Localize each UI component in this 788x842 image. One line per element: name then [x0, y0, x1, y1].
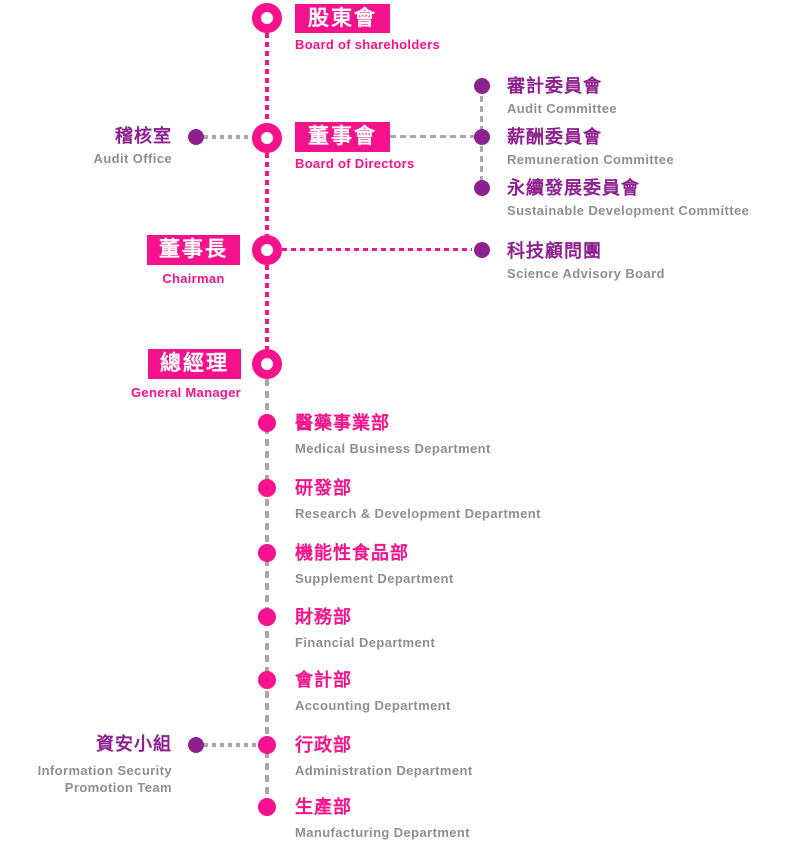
label-chairman-en: Chairman — [162, 271, 225, 286]
dot-administration-department — [258, 736, 276, 754]
donut-general-manager — [252, 349, 282, 379]
label-board-of-directors-en: Board of Directors — [295, 156, 415, 171]
remuneration-committee-zh: 薪酬委員會 — [507, 127, 602, 147]
infosec-en-line2: Promotion Team — [64, 780, 172, 795]
node-medical-department: 醫藥事業部 Medical Business Department — [295, 414, 491, 457]
medical-en: Medical Business Department — [295, 441, 491, 456]
audit-office-en: Audit Office — [93, 151, 172, 166]
node-accounting-department: 會計部 Accounting Department — [295, 671, 451, 714]
node-supplement-department: 機能性食品部 Supplement Department — [295, 544, 454, 587]
audit-committee-en: Audit Committee — [507, 101, 617, 116]
dot-rd-department — [258, 479, 276, 497]
rd-en: Research & Development Department — [295, 506, 541, 521]
node-audit-committee: 審計委員會 Audit Committee — [507, 77, 617, 117]
node-administration-department: 行政部 Administration Department — [295, 736, 473, 779]
dot-accounting-department — [258, 671, 276, 689]
infosec-zh: 資安小組 — [96, 734, 172, 754]
node-infosec-team: 資安小組 Information Security Promotion Team — [0, 735, 172, 796]
dot-manufacturing-department — [258, 798, 276, 816]
infosec-en-line1: Information Security — [37, 763, 172, 778]
administration-zh: 行政部 — [295, 735, 352, 755]
node-remuneration-committee: 薪酬委員會 Remuneration Committee — [507, 128, 674, 168]
accounting-en: Accounting Department — [295, 698, 451, 713]
financial-zh: 財務部 — [295, 607, 352, 627]
node-sustainability-committee: 永續發展委員會 Sustainable Development Committe… — [507, 179, 749, 219]
supplement-en: Supplement Department — [295, 571, 454, 586]
science-advisory-zh: 科技顧問團 — [507, 241, 602, 261]
connector-directors-committees — [390, 135, 474, 138]
label-board-of-shareholders-en: Board of shareholders — [295, 37, 440, 52]
node-board-of-shareholders: 股東會 — [295, 4, 390, 33]
connector-directors-chairman — [265, 153, 269, 235]
dot-remuneration-committee — [474, 129, 490, 145]
rd-zh: 研發部 — [295, 478, 352, 498]
administration-en: Administration Department — [295, 763, 473, 778]
dot-audit-office — [188, 129, 204, 145]
dot-financial-department — [258, 608, 276, 626]
manufacturing-zh: 生產部 — [295, 797, 352, 817]
accounting-zh: 會計部 — [295, 670, 352, 690]
remuneration-committee-en: Remuneration Committee — [507, 152, 674, 167]
audit-committee-zh: 審計委員會 — [507, 76, 602, 96]
science-advisory-en: Science Advisory Board — [507, 266, 665, 281]
dot-supplement-department — [258, 544, 276, 562]
sustainability-committee-zh: 永續發展委員會 — [507, 178, 640, 198]
connector-chairman-general-manager — [265, 265, 269, 349]
node-financial-department: 財務部 Financial Department — [295, 608, 435, 651]
connector-chairman-science-advisory — [282, 248, 472, 251]
medical-zh: 醫藥事業部 — [295, 413, 390, 433]
dot-medical-department — [258, 414, 276, 432]
dot-sustainability-committee — [474, 180, 490, 196]
label-general-manager-en: General Manager — [131, 385, 241, 400]
node-board-of-directors: 董事會 — [295, 122, 390, 152]
connector-infosec — [204, 743, 258, 747]
node-general-manager: 總經理 — [148, 349, 241, 379]
sustainability-committee-en: Sustainable Development Committee — [507, 203, 750, 218]
node-science-advisory-board: 科技顧問團 Science Advisory Board — [507, 242, 665, 282]
node-audit-office: 稽核室 Audit Office — [0, 127, 172, 167]
dot-audit-committee — [474, 78, 490, 94]
connector-departments-spine — [265, 379, 269, 798]
donut-chairman — [252, 235, 282, 265]
node-chairman: 董事長 — [147, 235, 240, 265]
donut-shareholders — [252, 3, 282, 33]
connector-shareholders-directors — [265, 33, 269, 123]
supplement-zh: 機能性食品部 — [295, 543, 409, 563]
connector-audit-office — [204, 135, 252, 139]
manufacturing-en: Manufacturing Department — [295, 825, 471, 840]
node-rd-department: 研發部 Research & Development Department — [295, 479, 541, 522]
node-manufacturing-department: 生產部 Manufacturing Department — [295, 798, 470, 841]
audit-office-zh: 稽核室 — [115, 126, 172, 146]
donut-directors — [252, 123, 282, 153]
dot-infosec — [188, 737, 204, 753]
dot-science-advisory — [474, 242, 490, 258]
financial-en: Financial Department — [295, 635, 436, 650]
